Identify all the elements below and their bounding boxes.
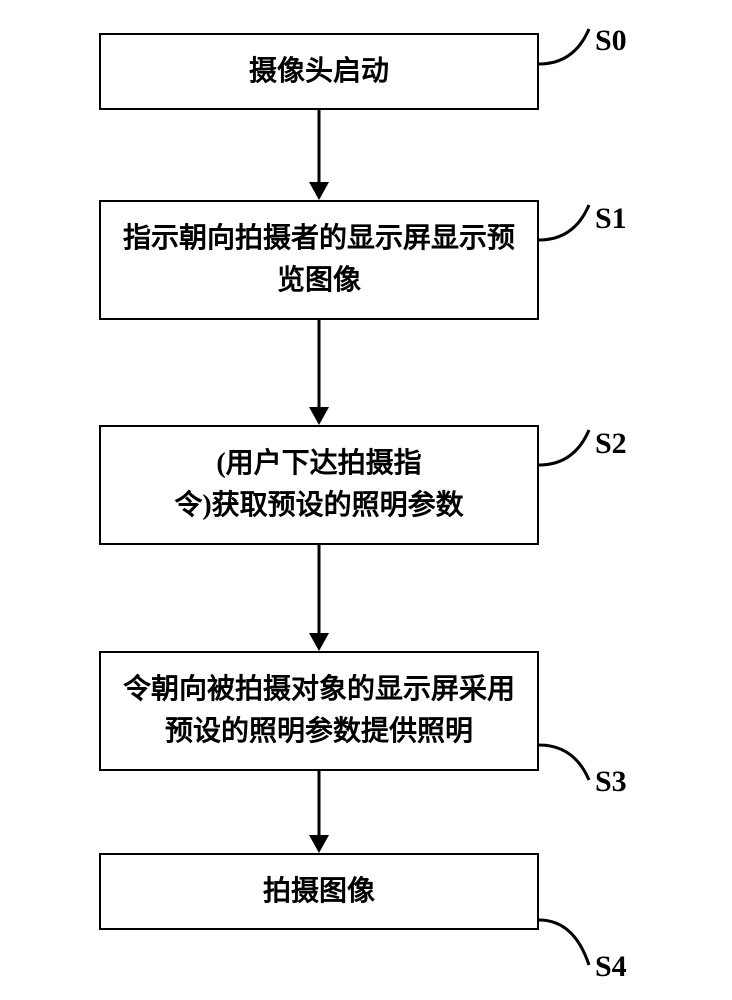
arrow-line [318,110,321,182]
flowchart-container: 摄像头启动 S0 指示朝向拍摄者的显示屏显示预览图像 S1 (用户下达拍摄指令)… [0,0,732,1000]
connector-curve [539,910,599,970]
step-label-s4: S4 [595,950,627,984]
arrow-head [309,835,329,853]
connector-curve [539,735,599,785]
step-label-s1: S1 [595,202,627,236]
node-text: 摄像头启动 [249,51,389,93]
node-text: 拍摄图像 [263,871,375,913]
arrow-head [309,182,329,200]
node-text: (用户下达拍摄指令)获取预设的照明参数 [174,443,463,527]
arrow-head [309,633,329,651]
step-label-s0: S0 [595,24,627,58]
arrow-line [318,320,321,407]
arrow-line [318,545,321,633]
flowchart-node-s3: 令朝向被拍摄对象的显示屏采用预设的照明参数提供照明 [99,651,539,771]
flowchart-node-s1: 指示朝向拍摄者的显示屏显示预览图像 [99,200,539,320]
flowchart-node-s2: (用户下达拍摄指令)获取预设的照明参数 [99,425,539,545]
arrow-line [318,771,321,835]
step-label-s3: S3 [595,765,627,799]
connector-curve [539,200,599,250]
connector-curve [539,24,599,74]
node-text: 令朝向被拍摄对象的显示屏采用预设的照明参数提供照明 [123,669,515,753]
step-label-s2: S2 [595,427,627,461]
connector-curve [539,425,599,475]
arrow-head [309,407,329,425]
flowchart-node-s4: 拍摄图像 [99,853,539,930]
flowchart-node-s0: 摄像头启动 [99,33,539,110]
node-text: 指示朝向拍摄者的显示屏显示预览图像 [123,218,515,302]
